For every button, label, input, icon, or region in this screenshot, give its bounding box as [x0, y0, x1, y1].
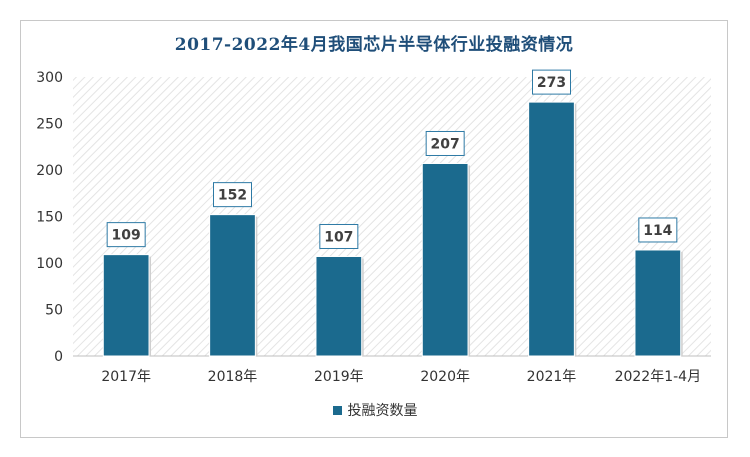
bar — [528, 101, 575, 357]
data-label: 273 — [537, 75, 566, 91]
y-tick-label: 200 — [36, 163, 63, 179]
x-tick-label: 2022年1-4月 — [615, 369, 702, 385]
plot-area — [73, 77, 711, 356]
data-label: 207 — [431, 136, 460, 152]
chart-title: 2017-2022年4月我国芯片半导体行业投融资情况 — [174, 35, 574, 55]
x-tick-label: 2018年 — [208, 369, 258, 385]
bar — [315, 255, 363, 357]
x-tick-label: 2020年 — [420, 369, 470, 385]
bar — [634, 249, 682, 357]
legend: 投融资数量 — [0, 400, 750, 420]
data-label-box — [532, 69, 571, 95]
y-tick-label: 0 — [54, 349, 63, 365]
bar — [102, 254, 150, 357]
legend-label: 投融资数量 — [347, 403, 418, 419]
bar — [209, 214, 256, 357]
y-tick-label: 100 — [36, 256, 63, 272]
data-label-box — [213, 182, 252, 208]
data-label-box — [638, 217, 678, 243]
y-tick-label: 300 — [36, 70, 63, 86]
data-label-box — [425, 130, 465, 156]
legend-swatch — [332, 405, 342, 415]
y-tick-label: 150 — [36, 210, 63, 226]
y-tick-label: 50 — [45, 303, 63, 319]
data-label-box — [319, 223, 359, 249]
x-tick-label: 2021年 — [527, 369, 577, 385]
data-label: 107 — [324, 229, 353, 245]
bar — [421, 162, 469, 357]
data-label: 109 — [112, 228, 141, 244]
data-label: 114 — [643, 223, 672, 239]
x-tick-label: 2019年 — [314, 369, 364, 385]
x-tick-label: 2017年 — [101, 369, 151, 385]
y-tick-label: 250 — [36, 117, 63, 133]
data-label: 152 — [218, 188, 247, 204]
data-label-box — [106, 222, 146, 248]
